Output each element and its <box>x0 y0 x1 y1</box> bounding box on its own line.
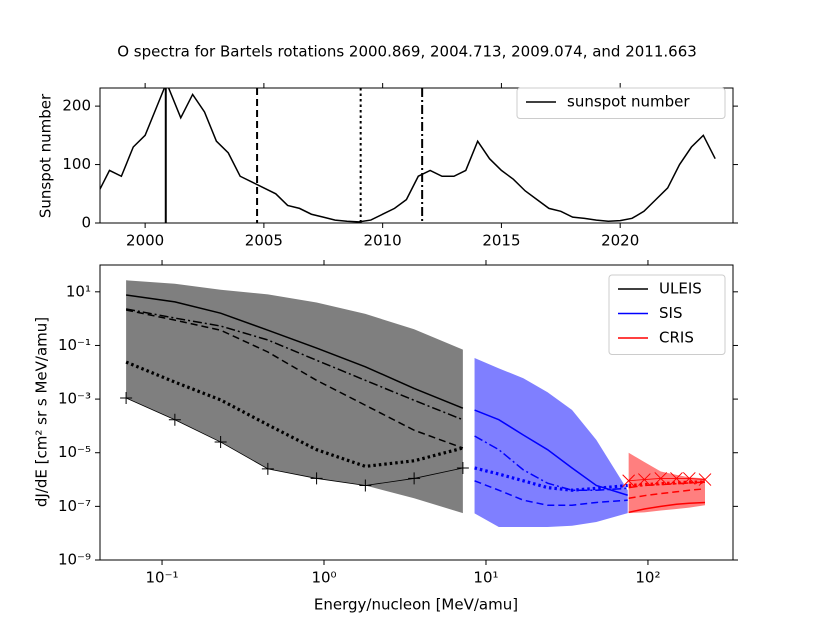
x-tick-label: 2015 <box>482 232 520 250</box>
spectrum-line <box>125 294 464 409</box>
marker <box>637 473 651 486</box>
y-tick-label: 0 <box>81 214 91 232</box>
y-tick-label: 10⁻⁵ <box>58 443 91 461</box>
axes-frame <box>99 264 734 561</box>
spectrum-line <box>125 360 464 468</box>
band <box>126 280 463 514</box>
marker <box>120 391 133 404</box>
x-tick-label: 10⁻¹ <box>146 569 179 587</box>
y-tick-label: 10⁻⁹ <box>58 551 91 569</box>
plot-area <box>100 88 716 223</box>
legend-label: sunspot number <box>567 93 690 111</box>
x-tick-label: 2000 <box>126 232 164 250</box>
x-tick-label: 2020 <box>601 232 639 250</box>
spectrum-line <box>474 480 628 507</box>
spectrum-line <box>628 488 706 500</box>
band <box>474 358 628 528</box>
spectrum-line <box>474 409 628 496</box>
axes-frame <box>99 87 734 224</box>
marker <box>408 472 421 485</box>
spectrum-line <box>474 435 628 491</box>
marker <box>456 461 469 474</box>
legend-box <box>608 274 726 355</box>
band <box>628 452 706 514</box>
legend-label: SIS <box>659 304 682 322</box>
x-tick-label: 2010 <box>364 232 402 250</box>
marker <box>261 462 274 475</box>
marker <box>214 436 227 449</box>
marker <box>310 472 323 485</box>
plot-area <box>120 280 712 528</box>
spectrum-line <box>125 308 464 421</box>
x-tick-label: 10¹ <box>473 569 498 587</box>
chart-title: O spectra for Bartels rotations 2000.869… <box>117 43 697 61</box>
spectrum-line <box>628 480 706 488</box>
spectrum-line <box>628 481 706 489</box>
x-tick-label: 10⁰ <box>311 569 336 587</box>
y-tick-label: 10⁻⁷ <box>58 497 91 515</box>
y-axis-label: Sunspot number <box>37 93 55 218</box>
marker <box>168 413 181 426</box>
x-tick-label: 2005 <box>245 232 283 250</box>
spectrum-line <box>125 309 464 449</box>
legend-label: CRIS <box>659 329 694 347</box>
marker-line <box>125 397 463 486</box>
marker <box>670 472 683 485</box>
marker <box>698 473 712 486</box>
y-tick-label: 10⁻³ <box>58 390 91 408</box>
legend-label: ULEIS <box>659 280 702 298</box>
x-tick-label: 10² <box>635 569 660 587</box>
y-tick-label: 10⁻¹ <box>58 336 91 354</box>
marker <box>359 479 372 492</box>
y-tick-label: 100 <box>62 155 91 173</box>
y-axis-label: dJ/dE [cm² sr s MeV/amu] <box>33 317 51 507</box>
marker <box>622 474 636 488</box>
legend-box <box>516 87 726 119</box>
marker <box>654 472 668 485</box>
sunspot-line <box>100 88 716 223</box>
x-axis-label: Energy/nucleon [MeV/amu] <box>314 596 518 614</box>
marker-line <box>628 478 706 482</box>
marker <box>682 472 696 485</box>
spectrum-line <box>628 501 706 514</box>
y-tick-label: 10¹ <box>66 282 91 300</box>
y-tick-label: 200 <box>62 97 91 115</box>
